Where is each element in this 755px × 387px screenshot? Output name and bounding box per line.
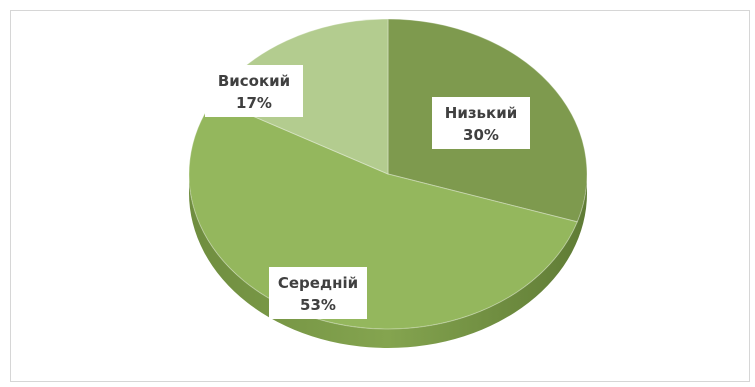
data-label-name: Високий — [218, 72, 290, 90]
data-label-box — [269, 267, 367, 319]
data-label-1: Низький 30% — [432, 97, 530, 149]
data-label-box — [205, 65, 303, 117]
data-label-3: Високий 17% — [205, 65, 303, 117]
data-label-name: Низький — [445, 104, 517, 122]
data-label-value: 30% — [463, 126, 499, 144]
data-label-value: 53% — [300, 296, 336, 314]
data-label-value: 17% — [236, 94, 272, 112]
pie-chart: Низький 30% Середній 53% Високий 17% — [188, 18, 588, 348]
data-label-name: Середній — [278, 274, 358, 292]
data-label-box — [432, 97, 530, 149]
data-label-2: Середній 53% — [269, 267, 367, 319]
chart-area: Низький 30% Середній 53% Високий 17% — [10, 10, 750, 382]
